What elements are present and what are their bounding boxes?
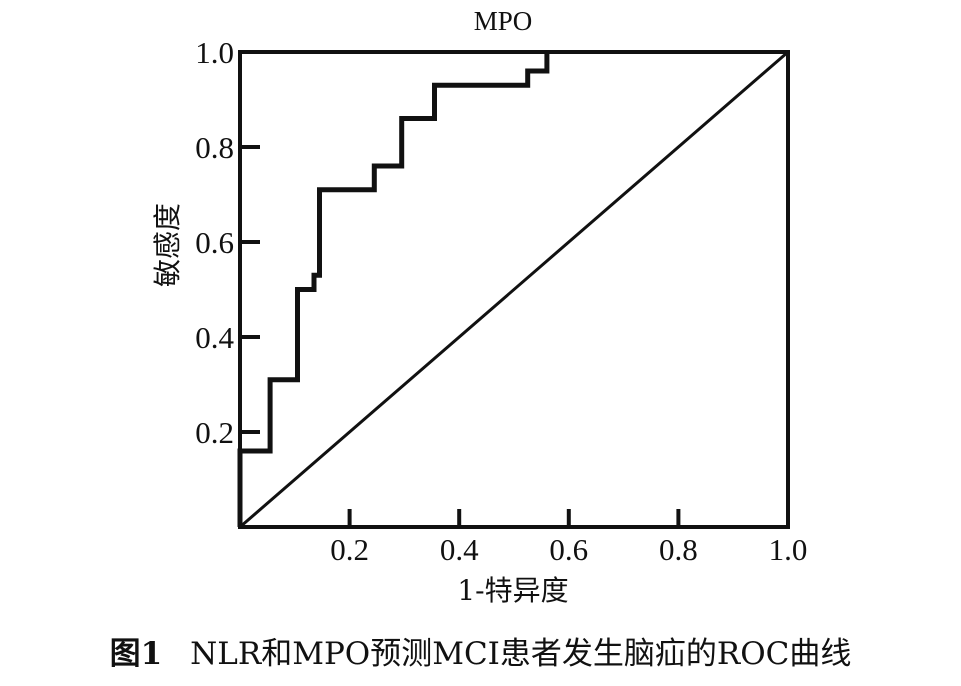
x-axis: 0.2 0.4 0.6 0.8 1.0: [330, 509, 807, 567]
chart-title: MPO: [474, 6, 533, 36]
y-axis: 0.2 0.4 0.6 0.8 1.0: [195, 35, 260, 450]
y-axis-label: 敏感度: [151, 203, 184, 287]
y-tick-label: 0.2: [195, 415, 234, 450]
x-tick-label: 1.0: [769, 532, 808, 567]
x-tick-label: 0.8: [659, 532, 698, 567]
x-axis-label: 1-特异度: [457, 574, 568, 607]
figure-caption: 图1 NLR和MPO预测MCI患者发生脑疝的ROC曲线: [0, 628, 961, 673]
y-tick-label: 1.0: [195, 35, 234, 70]
x-tick-label: 0.4: [440, 532, 479, 567]
y-tick-label: 0.6: [195, 225, 234, 260]
roc-curve: [237, 52, 550, 527]
x-tick-label: 0.6: [549, 532, 588, 567]
figure-number: 图1: [109, 636, 163, 672]
y-tick-label: 0.4: [195, 320, 234, 355]
x-tick-label: 0.2: [330, 532, 369, 567]
diagonal-reference-line: [239, 50, 789, 529]
figure-caption-text: NLR和MPO预测MCI患者发生脑疝的ROC曲线: [190, 636, 852, 672]
plot-frame: [238, 50, 790, 529]
roc-chart: MPO 0.2 0.4 0.6 0.8 1.0 0.2 0.4 0.6 0.8 1.0 1-特异…: [151, 6, 807, 607]
y-tick-label: 0.8: [195, 130, 234, 165]
